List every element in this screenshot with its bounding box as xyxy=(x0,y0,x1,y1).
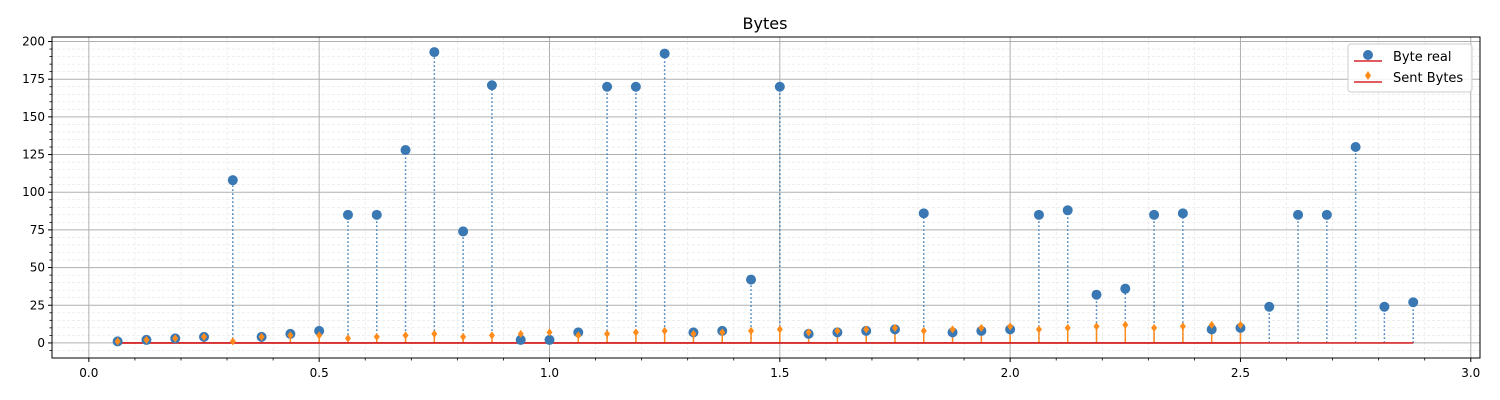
byte-real-point xyxy=(774,81,785,92)
byte-real-point xyxy=(1408,297,1419,308)
y-tick-label: 125 xyxy=(22,148,45,162)
y-tick-label: 150 xyxy=(22,110,45,124)
sent-bytes-point xyxy=(1122,320,1129,329)
byte-real-point xyxy=(400,145,411,156)
byte-real-point xyxy=(1120,283,1131,294)
minor-grid xyxy=(52,37,1480,358)
byte-real-point xyxy=(429,47,440,58)
legend-box xyxy=(1347,43,1473,93)
y-tick-label: 75 xyxy=(30,223,45,237)
byte-real-point xyxy=(1177,208,1188,219)
legend-sent-bytes-marker xyxy=(1365,71,1371,80)
byte-real-point xyxy=(630,81,641,92)
byte-real-point xyxy=(1293,209,1304,220)
sent-bytes-point xyxy=(1237,320,1244,329)
sent-bytes-point xyxy=(805,328,812,337)
sent-bytes-point xyxy=(748,326,755,335)
y-tick-label: 200 xyxy=(22,35,45,49)
byte-real-point xyxy=(1206,324,1217,335)
sent-bytes-point xyxy=(1035,325,1042,334)
sent-bytes-point xyxy=(1151,323,1158,332)
sent-bytes-point xyxy=(1064,323,1071,332)
byte-real-point xyxy=(1033,209,1044,220)
sent-bytes-point xyxy=(229,337,236,346)
sent-bytes-point xyxy=(949,325,956,334)
sent-bytes-point xyxy=(517,329,524,338)
sent-bytes-point xyxy=(114,337,121,346)
axis-ticks: 0.0 0.5 1.0 1.5 2.0 2.5 3.0 0 25 50 75 100 125 150 175… xyxy=(22,35,1480,380)
x-tick-label: 3.0 xyxy=(1461,366,1480,380)
byte-real-point xyxy=(918,208,929,219)
byte-real-point xyxy=(544,334,555,345)
sent-bytes-point xyxy=(661,326,668,335)
y-tick-label: 25 xyxy=(30,298,45,312)
sent-bytes-point xyxy=(632,328,639,337)
plot-frame xyxy=(51,36,1481,359)
legend-byte-real-marker xyxy=(1363,50,1373,60)
sent-bytes-point xyxy=(690,329,697,338)
byte-real-point xyxy=(371,209,382,220)
x-tick-label: 0.5 xyxy=(310,366,329,380)
x-tick-label: 1.0 xyxy=(540,366,559,380)
sent-bytes-point xyxy=(1179,322,1186,331)
sent-bytes-point xyxy=(891,323,898,332)
byte-real-point xyxy=(486,80,497,91)
sent-bytes-point xyxy=(488,331,495,340)
byte-real-point xyxy=(659,48,670,59)
sent-bytes-point xyxy=(776,325,783,334)
sent-bytes-point xyxy=(546,328,553,337)
sent-bytes-point xyxy=(1007,322,1014,331)
sent-bytes-point xyxy=(978,323,985,332)
byte-real-point xyxy=(602,81,613,92)
sent-bytes-point xyxy=(258,332,265,341)
byte-real-point xyxy=(227,175,238,186)
byte-real-point xyxy=(1149,209,1160,220)
byte-real-point xyxy=(1321,209,1332,220)
stem-lines xyxy=(116,52,1414,343)
byte-real-point xyxy=(1264,301,1275,312)
sent-bytes-point xyxy=(863,325,870,334)
x-tick-label: 1.5 xyxy=(770,366,789,380)
byte-real-point xyxy=(458,226,469,237)
legend-byte-real-label: Byte real xyxy=(1393,50,1451,65)
sent-bytes-point xyxy=(834,326,841,335)
byte-real-point xyxy=(1091,289,1102,300)
sent-bytes-point xyxy=(143,335,150,344)
y-tick-label: 100 xyxy=(22,185,45,199)
legend: Byte real Sent Bytes xyxy=(1347,43,1473,93)
chart-title: Bytes xyxy=(743,14,788,33)
byte-real-point xyxy=(746,274,757,285)
x-tick-label: 2.0 xyxy=(1001,366,1020,380)
sent-bytes-point xyxy=(604,329,611,338)
sent-bytes-point xyxy=(1093,322,1100,331)
sent-bytes-point xyxy=(920,326,927,335)
data-markers xyxy=(112,47,1419,347)
sent-bytes-point xyxy=(402,331,409,340)
byte-real-point xyxy=(1379,301,1390,312)
sent-bytes-point xyxy=(460,332,467,341)
x-tick-label: 0.0 xyxy=(79,366,98,380)
sent-bytes-point xyxy=(373,332,380,341)
sent-bytes-point xyxy=(172,334,179,343)
legend-sent-bytes-label: Sent Bytes xyxy=(1393,71,1463,86)
y-tick-label: 50 xyxy=(30,261,45,275)
sent-bytes-point xyxy=(431,329,438,338)
y-tick-label: 0 xyxy=(37,336,45,350)
byte-real-point xyxy=(342,209,353,220)
sent-bytes-point xyxy=(344,334,351,343)
y-tick-label: 175 xyxy=(22,72,45,86)
byte-real-point xyxy=(314,325,325,336)
byte-real-point xyxy=(1062,205,1073,216)
sent-bytes-point xyxy=(719,328,726,337)
sent-bytes-point xyxy=(575,331,582,340)
byte-real-point xyxy=(515,334,526,345)
sent-bytes-point xyxy=(201,332,208,341)
major-grid xyxy=(52,37,1480,358)
sent-bytes-point xyxy=(316,331,323,340)
sent-bytes-point xyxy=(287,331,294,340)
byte-real-point xyxy=(1350,142,1361,153)
sent-bytes-point xyxy=(1208,320,1215,329)
x-tick-label: 2.5 xyxy=(1231,366,1250,380)
